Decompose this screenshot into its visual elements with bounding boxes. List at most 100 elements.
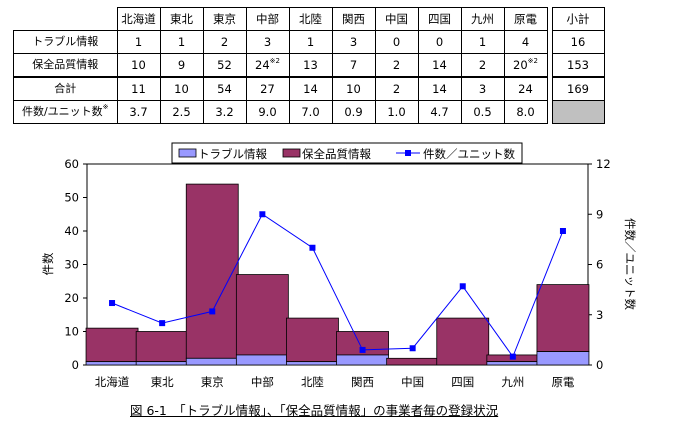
line-marker xyxy=(159,320,166,327)
table-header-row: 北海道 東北 東京 中部 北陸 関西 中国 四国 九州 原電 小計 xyxy=(13,7,605,31)
table-cell: 24 xyxy=(503,76,548,101)
table-cell: 2 xyxy=(374,76,419,101)
line-series xyxy=(111,213,564,358)
table-cell: 20※2 xyxy=(503,53,548,78)
table-cell: 1 xyxy=(288,30,333,54)
cell-value: 2 xyxy=(478,58,487,72)
cell-value: 2 xyxy=(220,35,229,49)
cell-value: 4.7 xyxy=(430,105,449,119)
cell-value: 7 xyxy=(349,58,358,72)
cell-value: 14 xyxy=(303,82,318,96)
cell-value: 54 xyxy=(217,82,232,96)
column-header: 東京 xyxy=(202,7,247,31)
table-cell: 4 xyxy=(503,30,548,54)
y2-tick-label: 0 xyxy=(596,358,603,372)
bar-segment xyxy=(486,361,540,366)
cell-value: 9 xyxy=(177,58,186,72)
y2-axis-title: 件数／ユニット数 xyxy=(623,218,637,310)
x-tick-label: 四国 xyxy=(451,375,474,389)
y-tick-label: 20 xyxy=(64,291,79,305)
y2-tick-label: 3 xyxy=(596,308,603,322)
legend-marker xyxy=(405,150,411,156)
subtotal-cell: 169 xyxy=(551,76,605,101)
table-cell: 3.7 xyxy=(116,100,161,124)
cell-value: 9.0 xyxy=(258,105,277,119)
cell-value: 3 xyxy=(478,82,487,96)
table-cell: 1 xyxy=(159,30,204,54)
cell-value: 2 xyxy=(392,82,401,96)
cell-value: 24 xyxy=(255,58,270,72)
row-label-text: トラブル情報 xyxy=(32,35,99,48)
y-tick-label: 50 xyxy=(64,191,79,205)
legend-swatch xyxy=(178,148,197,158)
cell-value: 0 xyxy=(435,35,444,49)
y2-tick-label: 9 xyxy=(596,207,603,221)
cell-value: 3.7 xyxy=(129,105,148,119)
line-marker xyxy=(509,353,516,360)
y2-tick-label: 6 xyxy=(596,258,603,272)
cell-value: 3 xyxy=(349,35,358,49)
row-label-text: 保全品質情報 xyxy=(32,58,99,71)
cell-value: 0.5 xyxy=(473,105,492,119)
bar-segment xyxy=(85,361,139,366)
bar-segment xyxy=(386,357,440,366)
line-marker xyxy=(359,346,366,353)
table-row: トラブル情報 1 1 2 3 1 3 0 0 1 4 16 xyxy=(13,30,605,54)
x-tick-label: 東京 xyxy=(201,375,224,389)
bar-segment xyxy=(135,361,189,366)
line-marker xyxy=(209,308,216,315)
y-axis-title: 件数 xyxy=(41,252,55,275)
cell-value: 8.0 xyxy=(516,105,535,119)
figure-caption: 図 6-1 「トラブル情報」、「保全品質情報」の事業者毎の登録状況 xyxy=(130,403,499,418)
cell-value: 27 xyxy=(260,82,275,96)
cell-value: 1 xyxy=(134,35,143,49)
table-cell: 13 xyxy=(288,53,333,78)
cell-value: 52 xyxy=(217,58,232,72)
bar-segment xyxy=(185,183,239,359)
row-label-note: ※ xyxy=(102,103,109,111)
table-row: 件数/ユニット数※ 3.7 2.5 3.2 9.0 7.0 0.9 1.0 4.7 0.5 8.0 xyxy=(13,100,605,124)
table-cell: 9.0 xyxy=(245,100,290,124)
legend-label: 件数／ユニット数 xyxy=(423,147,515,161)
x-tick-label: 原電 xyxy=(551,375,574,389)
row-label: 保全品質情報 xyxy=(13,53,118,78)
y-tick-label: 40 xyxy=(64,224,79,238)
line-marker xyxy=(459,283,466,290)
cell-value: 2.5 xyxy=(172,105,191,119)
table-row: 合計 11 10 54 27 14 10 2 14 3 24 169 xyxy=(13,76,605,101)
cell-value: 10 xyxy=(346,82,361,96)
table-row: 保全品質情報 10 9 52 24※2 13 7 2 14 2 20※2 153 xyxy=(13,53,605,78)
cell-value: 1 xyxy=(306,35,315,49)
table-cell: 14 xyxy=(288,76,333,101)
line-marker xyxy=(559,228,566,234)
bar-segment xyxy=(436,317,490,366)
cell-value: 4 xyxy=(521,35,530,49)
cell-value: 1.0 xyxy=(387,105,406,119)
bar-segment xyxy=(235,274,289,356)
legend-label: 保全品質情報 xyxy=(302,147,371,161)
cell-value: 7.0 xyxy=(301,105,320,119)
bar-segment xyxy=(286,361,339,366)
cell-note: ※2 xyxy=(269,57,280,65)
cell-value: 11 xyxy=(131,82,146,96)
line-marker xyxy=(309,244,316,251)
column-header: 中部 xyxy=(245,7,290,31)
cell-value: 20 xyxy=(513,58,528,72)
x-tick-label: 東北 xyxy=(151,375,174,389)
x-tick-label: 九州 xyxy=(501,375,524,389)
bar-segment xyxy=(286,317,339,363)
legend-label: トラブル情報 xyxy=(198,147,267,161)
table-cell: 11 xyxy=(116,76,161,101)
table-cell: 3.2 xyxy=(202,100,247,124)
table-cell: 3 xyxy=(331,30,376,54)
cell-note: ※2 xyxy=(527,57,538,65)
table-cell: 0 xyxy=(374,30,419,54)
column-header: 原電 xyxy=(503,7,548,31)
table-cell: 54 xyxy=(202,76,247,101)
cell-value: 14 xyxy=(432,82,447,96)
x-tick-label: 中国 xyxy=(401,375,424,389)
y-tick-label: 10 xyxy=(64,325,79,339)
cell-value: 2 xyxy=(392,58,401,72)
row-label: トラブル情報 xyxy=(13,30,118,54)
